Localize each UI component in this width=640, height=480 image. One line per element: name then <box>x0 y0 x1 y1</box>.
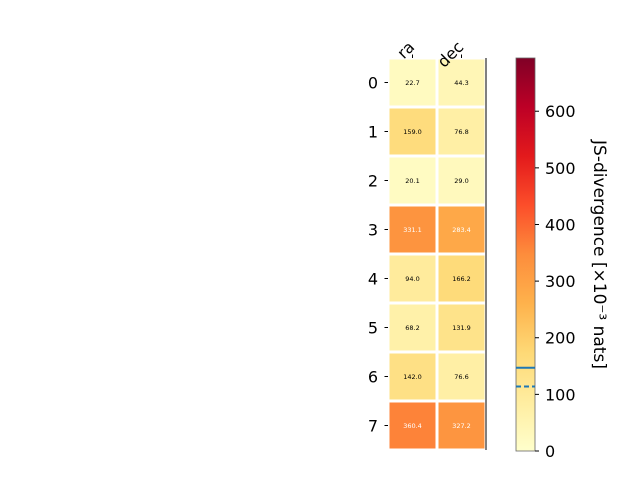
colorbar-tick-label: 600 <box>545 102 576 121</box>
row-label: 1 <box>368 123 378 142</box>
row-label: 3 <box>368 221 378 240</box>
colorbar-tick-label: 100 <box>545 385 576 404</box>
cell-value-label: 29.0 <box>454 177 468 185</box>
cell-value-label: 331.1 <box>403 226 422 234</box>
colorbar-tick-label: 400 <box>545 215 576 234</box>
colorbar-label: JS-divergence [×10⁻³ nats] <box>589 139 609 369</box>
cell-value-label: 22.7 <box>405 79 419 87</box>
cell-value-label: 44.3 <box>454 79 468 87</box>
colorbar-tick-label: 500 <box>545 159 576 178</box>
heatmap-cell <box>438 304 485 351</box>
row-label: 5 <box>368 319 378 338</box>
colorbar-tick-label: 0 <box>545 442 555 461</box>
column-label: ra <box>393 37 418 62</box>
cell-value-label: 159.0 <box>403 128 422 136</box>
row-label: 0 <box>368 74 378 93</box>
colorbar: 0 100 200 300 400 500 600 JS-divergence [×10⁻³ … <box>515 57 609 461</box>
colorbar-tick-label: 300 <box>545 272 576 291</box>
row-label: 2 <box>368 172 378 191</box>
cell-value-label: 94.0 <box>405 275 419 283</box>
heatmap-cell <box>438 206 485 253</box>
heatmap-cells: 22.7 44.3 159.0 76.8 20.1 29.0 331.1 283.4 94.0 1… <box>389 58 487 450</box>
cell-value-label: 166.2 <box>452 275 471 283</box>
heatmap-cell <box>389 255 436 302</box>
heatmap-cell <box>438 157 485 204</box>
heatmap-cell <box>438 402 485 449</box>
heatmap-cell <box>389 157 436 204</box>
heatmap-cell <box>389 108 436 155</box>
heatmap-cell <box>389 402 436 449</box>
colorbar-gradient <box>515 57 536 452</box>
row-label: 6 <box>368 368 378 387</box>
heatmap-cell <box>438 353 485 400</box>
heatmap-cell <box>438 59 485 106</box>
cell-value-label: 131.9 <box>452 324 471 332</box>
cell-value-label: 76.6 <box>454 373 468 381</box>
heatmap-cell <box>438 255 485 302</box>
cell-value-label: 360.4 <box>403 422 422 430</box>
heatmap-cell <box>389 304 436 351</box>
cell-value-label: 142.0 <box>403 373 422 381</box>
cell-value-label: 20.1 <box>405 177 419 185</box>
heatmap-cell <box>389 206 436 253</box>
cell-value-label: 68.2 <box>405 324 419 332</box>
cell-value-label: 76.8 <box>454 128 468 136</box>
heatmap-cell <box>438 108 485 155</box>
cell-value-label: 283.4 <box>452 226 471 234</box>
heatmap-cell <box>389 59 436 106</box>
row-label: 4 <box>368 270 378 289</box>
row-labels: 0 1 2 3 4 5 6 7 <box>368 74 388 436</box>
heatmap-cell <box>389 353 436 400</box>
colorbar-tick-label: 200 <box>545 329 576 348</box>
cell-value-label: 327.2 <box>452 422 471 430</box>
row-label: 7 <box>368 417 378 436</box>
